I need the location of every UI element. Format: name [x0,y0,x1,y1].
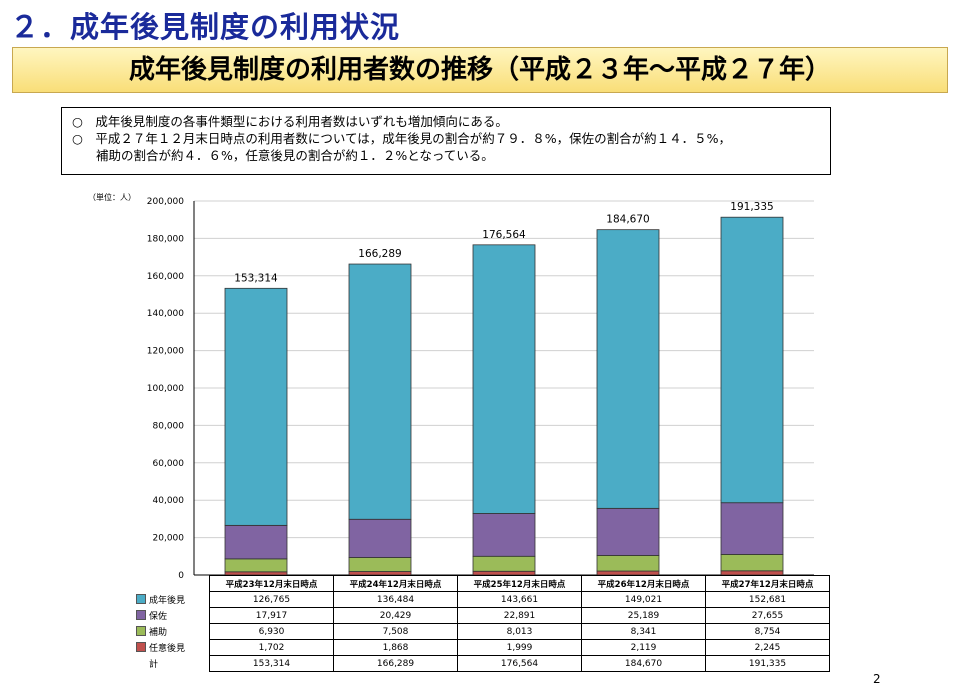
bar-segment [348,518,412,558]
bar-segment [224,558,288,573]
table-value-cell: 8,341 [581,623,706,640]
table-row-label: 補助 [133,623,210,640]
data-table: 平成23年12月末日時点 平成24年12月末日時点 平成25年12月末日時点 平成26… [133,575,830,672]
legend-label: 任意後見 [149,644,186,654]
y-tick-label: 160,000 [147,272,184,282]
table-value-cell: 1,999 [457,639,582,656]
table-value-cell: 143,661 [457,591,582,608]
y-tick-label: 60,000 [153,459,185,469]
table-value-cell: 149,021 [581,591,706,608]
legend-label: 保佐 [149,612,168,622]
y-tick-label: 100,000 [147,384,184,394]
y-tick-label: 0 [178,571,184,581]
table-value-cell: 20,429 [333,607,458,624]
table-value-cell: 22,891 [457,607,582,624]
bar-segment [348,557,412,572]
table-total-cell: 191,335 [705,655,830,672]
bar-segment [720,216,784,504]
table-header-cell: 平成23年12月末日時点 [209,575,334,592]
table-value-cell: 136,484 [333,591,458,608]
table-header-cell: 平成26年12月末日時点 [581,575,706,592]
y-tick-label: 120,000 [147,347,184,357]
legend-label: 補助 [149,628,168,638]
table-value-cell: 2,119 [581,639,706,656]
table-value-cell: 25,189 [581,607,706,624]
y-tick-label: 180,000 [147,234,184,244]
y-tick-label: 140,000 [147,309,184,319]
table-total-cell: 176,564 [457,655,582,672]
bar-segment [348,263,412,520]
total-label: 166,289 [358,248,401,260]
bar-segment [224,524,288,560]
y-tick-label: 200,000 [147,197,184,207]
bar-segment [472,555,536,572]
table-value-cell: 1,702 [209,639,334,656]
legend-label: 成年後見 [149,596,186,606]
table-value-cell: 1,868 [333,639,458,656]
y-tick-label: 80,000 [153,421,185,431]
table-value-cell: 6,930 [209,623,334,640]
table-header-cell: 平成24年12月末日時点 [333,575,458,592]
table-corner [133,576,210,592]
table-value-cell: 152,681 [705,591,830,608]
note-line-2: ○ 平成２７年１２月末日時点の利用者数については，成年後見の割合が約７９．８%，… [72,131,732,146]
table-row-label: 任意後見 [133,639,210,656]
bar-segment [596,555,660,572]
table-total-cell: 153,314 [209,655,334,672]
table-value-cell: 8,754 [705,623,830,640]
bar-segment [224,287,288,526]
note-line-3: 補助の割合が約４．６%，任意後見の割合が約１．２%となっている。 [96,148,494,163]
bar-segment [596,229,660,509]
total-label: 191,335 [730,201,773,213]
table-header-cell: 平成25年12月末日時点 [457,575,582,592]
bar-segment [596,507,660,556]
y-tick-label: 40,000 [153,496,185,506]
bar-segment [472,244,536,514]
note-line-1: ○ 成年後見制度の各事件類型における利用者数はいずれも増加傾向にある。 [72,114,508,129]
table-row-label: 保佐 [133,607,210,624]
legend-swatch [136,626,146,636]
y-tick-label: 20,000 [153,534,185,544]
table-value-cell: 8,013 [457,623,582,640]
bar-segment [720,554,784,572]
legend-swatch [136,642,146,652]
table-value-cell: 17,917 [209,607,334,624]
section-heading: ２．成年後見制度の利用状況 [10,10,401,44]
total-label: 176,564 [482,229,526,241]
notes-box: ○ 成年後見制度の各事件類型における利用者数はいずれも増加傾向にある。 ○ 平成… [61,107,831,175]
table-row-label: 成年後見 [133,591,210,608]
legend-swatch [136,610,146,620]
table-header-cell: 平成27年12月末日時点 [705,575,830,592]
unit-label: （単位：人） [88,193,136,202]
total-label: 153,314 [234,272,278,284]
table-value-cell: 2,245 [705,639,830,656]
table-total-label: 計 [133,655,210,672]
table-total-cell: 184,670 [581,655,706,672]
legend-swatch [136,594,146,604]
bar-segment [720,502,784,555]
table-total-cell: 166,289 [333,655,458,672]
chart-title-banner: 成年後見制度の利用者数の推移（平成２３年～平成２７年） [12,47,948,93]
table-value-cell: 7,508 [333,623,458,640]
table-value-cell: 27,655 [705,607,830,624]
bar-segment [472,513,536,557]
total-label: 184,670 [606,214,649,226]
page-number: 2 [873,672,881,686]
table-value-cell: 126,765 [209,591,334,608]
